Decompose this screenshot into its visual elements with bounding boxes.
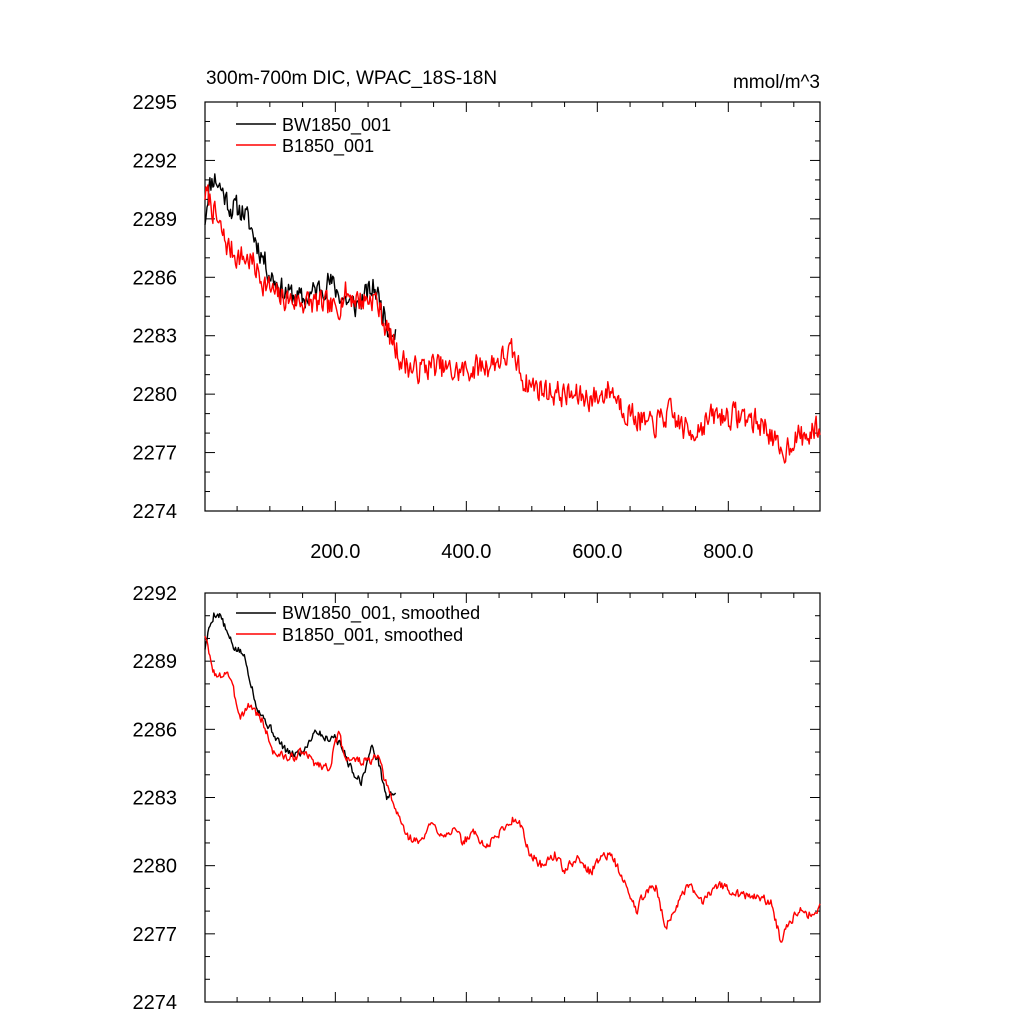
legend-label-bw1850-smoothed: BW1850_001, smoothed <box>282 603 480 624</box>
y-tick-label: 2289 <box>133 209 178 231</box>
y-tick-label: 2286 <box>133 267 178 289</box>
y-tick-label: 2274 <box>133 501 178 523</box>
y-tick-label: 2280 <box>133 384 178 406</box>
top-panel: 2274 2277 2280 2283 2286 2289 2292 2295 200.0 400… <box>133 92 821 563</box>
series-line-b1850 <box>204 635 821 943</box>
units-label: mmol/m^3 <box>733 72 820 93</box>
y-tick-label: 2292 <box>133 583 178 605</box>
y-tick-label: 2295 <box>133 92 178 114</box>
x-tick-label: 400.0 <box>441 541 491 563</box>
bottom-legend: BW1850_001, smoothed B1850_001, smoothed <box>236 603 480 646</box>
y-tick-label: 2289 <box>133 651 178 673</box>
y-tick-label: 2277 <box>133 443 178 465</box>
plot-frame <box>204 592 821 1003</box>
series-line-b1850 <box>204 184 821 464</box>
y-tick-label: 2274 <box>133 992 178 1014</box>
y-tick-label: 2283 <box>133 788 178 810</box>
legend-label-b1850: B1850_001 <box>282 136 374 157</box>
legend-label-bw1850: BW1850_001 <box>282 115 391 136</box>
y-tick-label: 2283 <box>133 326 178 348</box>
y-tick-label: 2277 <box>133 924 178 946</box>
x-tick-label: 200.0 <box>310 541 360 563</box>
chart-title: 300m-700m DIC, WPAC_18S-18N <box>206 68 497 89</box>
top-legend: BW1850_001 B1850_001 <box>236 115 391 157</box>
legend-label-b1850-smoothed: B1850_001, smoothed <box>282 625 463 646</box>
x-tick-label: 600.0 <box>572 541 622 563</box>
y-tick-label: 2286 <box>133 719 178 741</box>
y-tick-label: 2292 <box>133 150 178 172</box>
series-line-bw1850 <box>204 612 397 801</box>
plot-frame <box>204 101 821 512</box>
bottom-panel: 2274 2277 2280 2283 2286 2289 2292 BW1850_001,… <box>133 583 821 1014</box>
y-tick-label: 2280 <box>133 856 178 878</box>
x-tick-label: 800.0 <box>703 541 753 563</box>
